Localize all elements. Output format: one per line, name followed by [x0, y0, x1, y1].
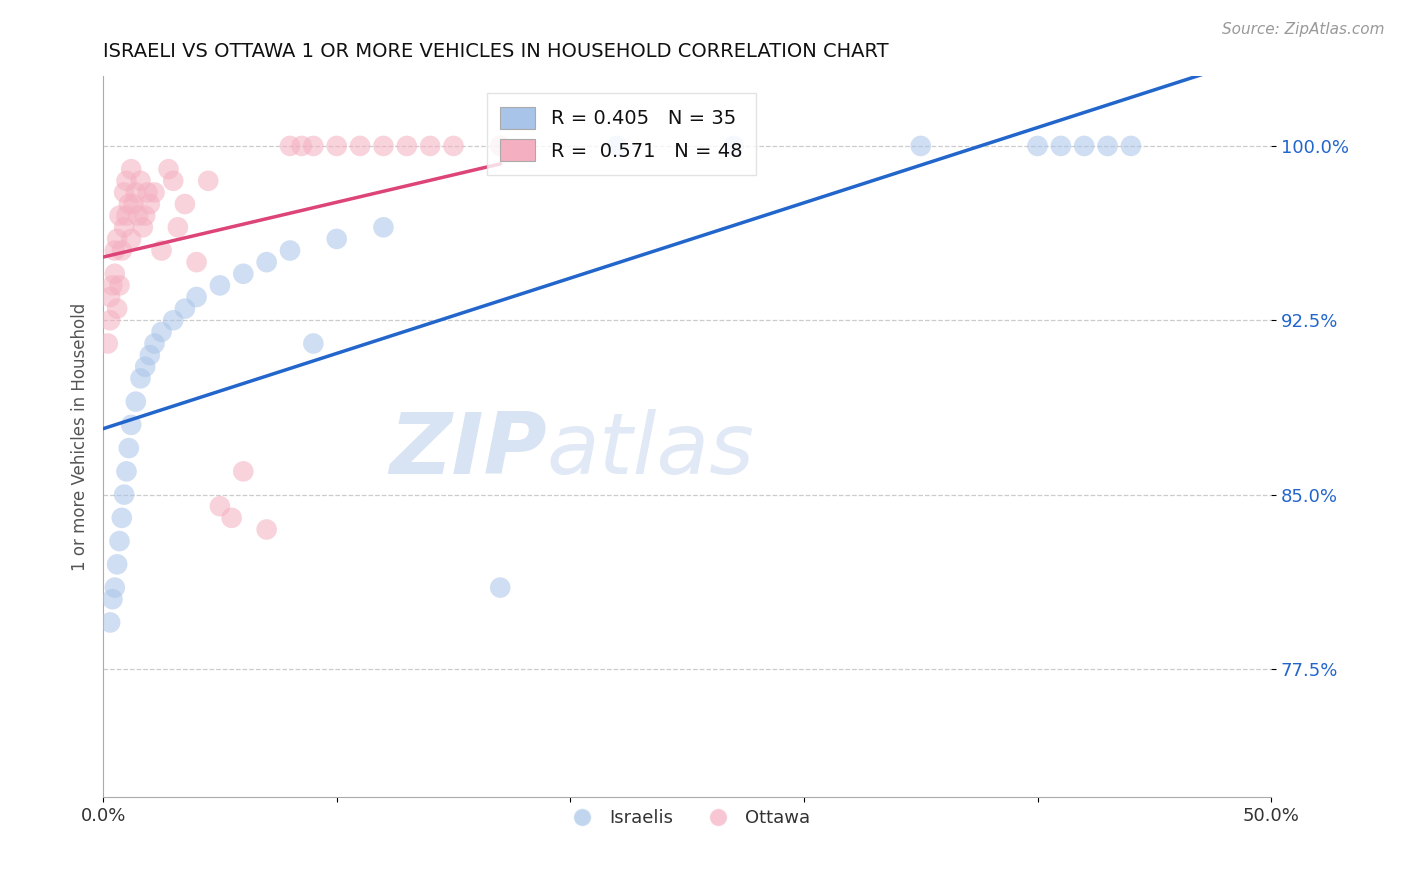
Point: [1097, 139, 1119, 153]
Point: [129, 174, 152, 188]
Point: [115, 209, 138, 223]
Point: [291, 139, 314, 153]
Point: [419, 139, 441, 153]
Point: [134, 359, 156, 374]
Y-axis label: 1 or more Vehicles in Household: 1 or more Vehicles in Household: [72, 302, 89, 571]
Point: [232, 464, 254, 478]
Point: [489, 139, 512, 153]
Point: [127, 209, 149, 223]
Point: [139, 348, 162, 362]
Point: [278, 139, 301, 153]
Text: ISRAELI VS OTTAWA 1 OR MORE VEHICLES IN HOUSEHOLD CORRELATION CHART: ISRAELI VS OTTAWA 1 OR MORE VEHICLES IN …: [103, 42, 889, 61]
Point: [98, 615, 121, 630]
Point: [139, 197, 162, 211]
Point: [173, 301, 195, 316]
Point: [197, 174, 219, 188]
Point: [104, 244, 127, 258]
Point: [105, 558, 128, 572]
Point: [111, 244, 134, 258]
Point: [115, 464, 138, 478]
Point: [150, 244, 173, 258]
Point: [373, 139, 395, 153]
Point: [349, 139, 371, 153]
Point: [125, 186, 148, 200]
Point: [302, 139, 325, 153]
Point: [325, 139, 347, 153]
Point: [112, 186, 135, 200]
Point: [162, 174, 184, 188]
Text: atlas: atlas: [547, 409, 755, 492]
Point: [302, 336, 325, 351]
Point: [108, 534, 131, 549]
Point: [120, 162, 142, 177]
Point: [208, 278, 231, 293]
Point: [125, 394, 148, 409]
Point: [108, 278, 131, 293]
Point: [104, 581, 127, 595]
Point: [208, 500, 231, 514]
Point: [395, 139, 418, 153]
Point: [132, 220, 155, 235]
Point: [101, 278, 124, 293]
Point: [112, 487, 135, 501]
Point: [150, 325, 173, 339]
Point: [122, 197, 145, 211]
Text: ZIP: ZIP: [389, 409, 547, 492]
Point: [101, 592, 124, 607]
Point: [162, 313, 184, 327]
Point: [167, 220, 190, 235]
Point: [157, 162, 180, 177]
Point: [443, 139, 465, 153]
Point: [1050, 139, 1073, 153]
Point: [136, 186, 159, 200]
Point: [98, 290, 121, 304]
Point: [373, 220, 395, 235]
Point: [112, 220, 135, 235]
Point: [143, 186, 166, 200]
Point: [120, 232, 142, 246]
Point: [173, 197, 195, 211]
Point: [1026, 139, 1049, 153]
Text: Source: ZipAtlas.com: Source: ZipAtlas.com: [1222, 22, 1385, 37]
Point: [134, 209, 156, 223]
Point: [143, 336, 166, 351]
Point: [111, 511, 134, 525]
Point: [118, 441, 141, 455]
Point: [97, 336, 120, 351]
Point: [256, 255, 278, 269]
Point: [1073, 139, 1095, 153]
Point: [186, 255, 208, 269]
Legend: Israelis, Ottawa: Israelis, Ottawa: [557, 802, 817, 835]
Point: [108, 209, 131, 223]
Point: [120, 417, 142, 432]
Point: [105, 232, 128, 246]
Point: [256, 523, 278, 537]
Point: [232, 267, 254, 281]
Point: [129, 371, 152, 385]
Point: [186, 290, 208, 304]
Point: [105, 301, 128, 316]
Point: [1119, 139, 1142, 153]
Point: [104, 267, 127, 281]
Point: [489, 581, 512, 595]
Point: [115, 174, 138, 188]
Point: [118, 197, 141, 211]
Point: [723, 139, 745, 153]
Point: [910, 139, 932, 153]
Point: [325, 232, 347, 246]
Point: [221, 511, 243, 525]
Point: [606, 139, 628, 153]
Point: [98, 313, 121, 327]
Point: [278, 244, 301, 258]
